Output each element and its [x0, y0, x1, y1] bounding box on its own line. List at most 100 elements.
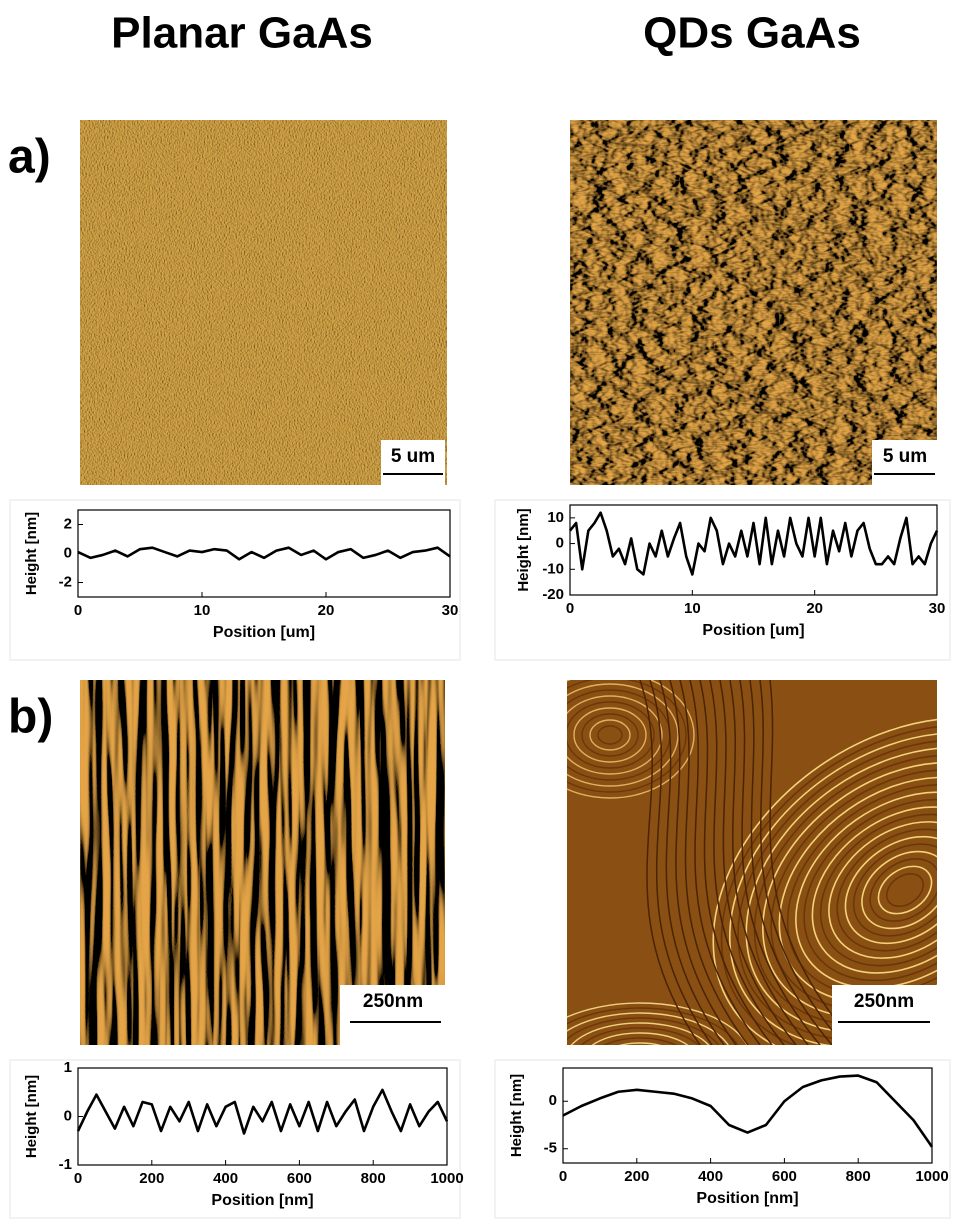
x-tick-label: 0 [74, 602, 82, 619]
y-axis-label: Height [nm] [508, 1074, 525, 1157]
step [759, 680, 845, 1045]
y-tick-label: 0 [549, 1092, 557, 1109]
terrace [567, 1002, 748, 1045]
scale-bar: 5 um [872, 440, 937, 485]
terrace [811, 806, 937, 974]
afm-image [80, 680, 445, 1045]
step [709, 680, 785, 1045]
chart-panel [494, 499, 951, 661]
terrace [567, 683, 679, 787]
x-tick-label: 30 [929, 600, 946, 617]
y-tick-label: -2 [59, 573, 72, 590]
terrace [720, 724, 937, 1045]
afm-image [80, 120, 447, 485]
terrace [861, 850, 937, 930]
chart-panel [494, 1059, 951, 1219]
y-axis-label: Height [nm] [23, 1075, 40, 1158]
data-line [77, 546, 451, 561]
terrace [828, 821, 937, 959]
x-tick-label: 600 [772, 1168, 797, 1185]
x-tick-label: 200 [139, 1170, 164, 1187]
terrace [567, 1017, 720, 1045]
y-tick-label: 0 [556, 535, 564, 552]
step [749, 680, 833, 1045]
step [649, 680, 713, 1045]
y-tick-label: 0 [64, 1107, 72, 1124]
terrace [603, 1037, 677, 1045]
step [639, 680, 701, 1045]
terrace [737, 739, 937, 1041]
x-tick-label: 1000 [430, 1170, 463, 1187]
column-title: QDs GaAs [643, 9, 861, 58]
panel-label: b) [8, 691, 53, 744]
x-tick-label: 10 [684, 600, 701, 617]
terrace [852, 843, 937, 937]
terrace [591, 1032, 689, 1045]
x-tick-label: 400 [213, 1170, 238, 1187]
y-tick-label: -5 [544, 1140, 557, 1157]
x-tick-label: 400 [698, 1168, 723, 1185]
chart-panel [9, 499, 461, 661]
terrace [745, 746, 937, 1034]
terrace [885, 872, 925, 908]
terrace [567, 1012, 729, 1045]
terrace [597, 725, 623, 745]
terrace [753, 754, 937, 1026]
x-axis-label: Position [um] [213, 624, 315, 641]
scale-bar: 250nm [832, 985, 937, 1045]
panel-label: a) [8, 131, 51, 184]
terrace [762, 761, 937, 1019]
terrace [618, 1042, 662, 1045]
terrace [567, 701, 655, 769]
x-axis-label: Position [um] [702, 622, 804, 639]
terrace [567, 1007, 739, 1045]
terrace [795, 791, 937, 989]
step [669, 680, 737, 1045]
x-tick-label: 800 [846, 1168, 871, 1185]
x-tick-label: 0 [566, 600, 574, 617]
terrace [803, 798, 937, 982]
data-line [562, 1074, 934, 1148]
x-tick-label: 10 [194, 602, 211, 619]
terrace [580, 1027, 700, 1045]
scale-bar-label: 5 um [391, 446, 435, 467]
terrace [869, 858, 937, 922]
scale-bar-label: 250nm [363, 991, 423, 1012]
y-tick-label: -1 [59, 1156, 72, 1173]
step [679, 680, 749, 1045]
terrace [770, 769, 937, 1011]
y-tick-label: -20 [542, 586, 564, 603]
terrace [567, 680, 695, 799]
scale-bar-label: 250nm [854, 991, 914, 1012]
step [769, 680, 857, 1045]
terrace [567, 695, 663, 775]
plot-frame [569, 504, 938, 596]
x-tick-label: 600 [287, 1170, 312, 1187]
data-line [568, 511, 939, 576]
terrace [836, 828, 937, 952]
step [739, 680, 821, 1045]
terrace [573, 707, 647, 763]
step [659, 680, 725, 1045]
x-tick-label: 200 [624, 1168, 649, 1185]
afm-image [567, 680, 937, 1045]
y-tick-label: 2 [64, 515, 72, 532]
terrace [712, 717, 937, 1045]
y-axis-label: Height [nm] [23, 512, 40, 595]
afm-image [570, 120, 937, 485]
y-tick-label: 0 [64, 544, 72, 561]
step [729, 680, 809, 1045]
terrace [728, 732, 937, 1045]
y-tick-label: 1 [64, 1059, 72, 1076]
x-axis-label: Position [nm] [696, 1190, 798, 1207]
terrace [570, 1022, 710, 1045]
terrace [567, 680, 687, 793]
scale-bar: 250nm [340, 985, 445, 1045]
terrace [819, 813, 937, 967]
scale-bar-label: 5 um [883, 446, 927, 467]
x-tick-label: 20 [806, 600, 823, 617]
x-tick-label: 20 [318, 602, 335, 619]
chart-panel [9, 1059, 461, 1219]
x-tick-label: 0 [559, 1168, 567, 1185]
